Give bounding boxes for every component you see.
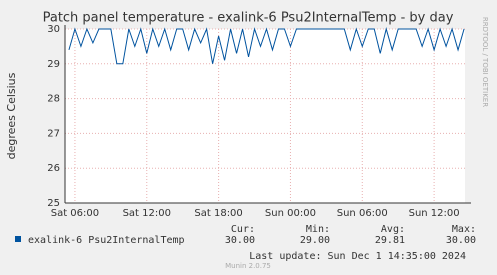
x-tick-label: Sat 18:00: [194, 208, 242, 219]
y-axis-label: degrees Celsius: [5, 72, 18, 159]
plot-area: [65, 29, 465, 203]
chart-title: Patch panel temperature - exalink-6 Psu2…: [43, 11, 454, 26]
stat-value: 29.81: [375, 235, 405, 246]
y-tick-label: 29: [47, 59, 60, 70]
legend-entry: exalink-6 Psu2InternalTemp: [28, 235, 185, 246]
footer: Munin 2.0.75: [225, 262, 271, 270]
stat-value: 30.00: [446, 235, 476, 246]
stat-header: Max:: [452, 224, 476, 235]
y-tick-label: 30: [47, 24, 60, 35]
stat-header: Cur:: [231, 224, 255, 235]
stat-value: 30.00: [225, 235, 255, 246]
side-text: RRDTOOL / TOBI OETIKER: [481, 17, 489, 107]
last-update: Last update: Sun Dec 1 14:35:00 2024: [249, 251, 466, 262]
data-line: [68, 27, 465, 65]
y-tick-label: 28: [47, 94, 60, 105]
stat-header: Min:: [306, 224, 330, 235]
y-tick-label: 26: [47, 163, 60, 174]
legend-swatch: [15, 236, 21, 242]
y-tick-label: 27: [47, 128, 60, 139]
x-tick-label: Sat 12:00: [123, 208, 171, 219]
y-tick-label: 25: [47, 198, 60, 209]
x-tick-label: Sun 12:00: [409, 208, 460, 219]
stat-value: 29.00: [300, 235, 330, 246]
x-tick-label: Sun 00:00: [265, 208, 316, 219]
stat-header: Avg:: [381, 224, 405, 235]
x-tick-label: Sat 06:00: [51, 208, 99, 219]
x-tick-label: Sun 06:00: [337, 208, 388, 219]
